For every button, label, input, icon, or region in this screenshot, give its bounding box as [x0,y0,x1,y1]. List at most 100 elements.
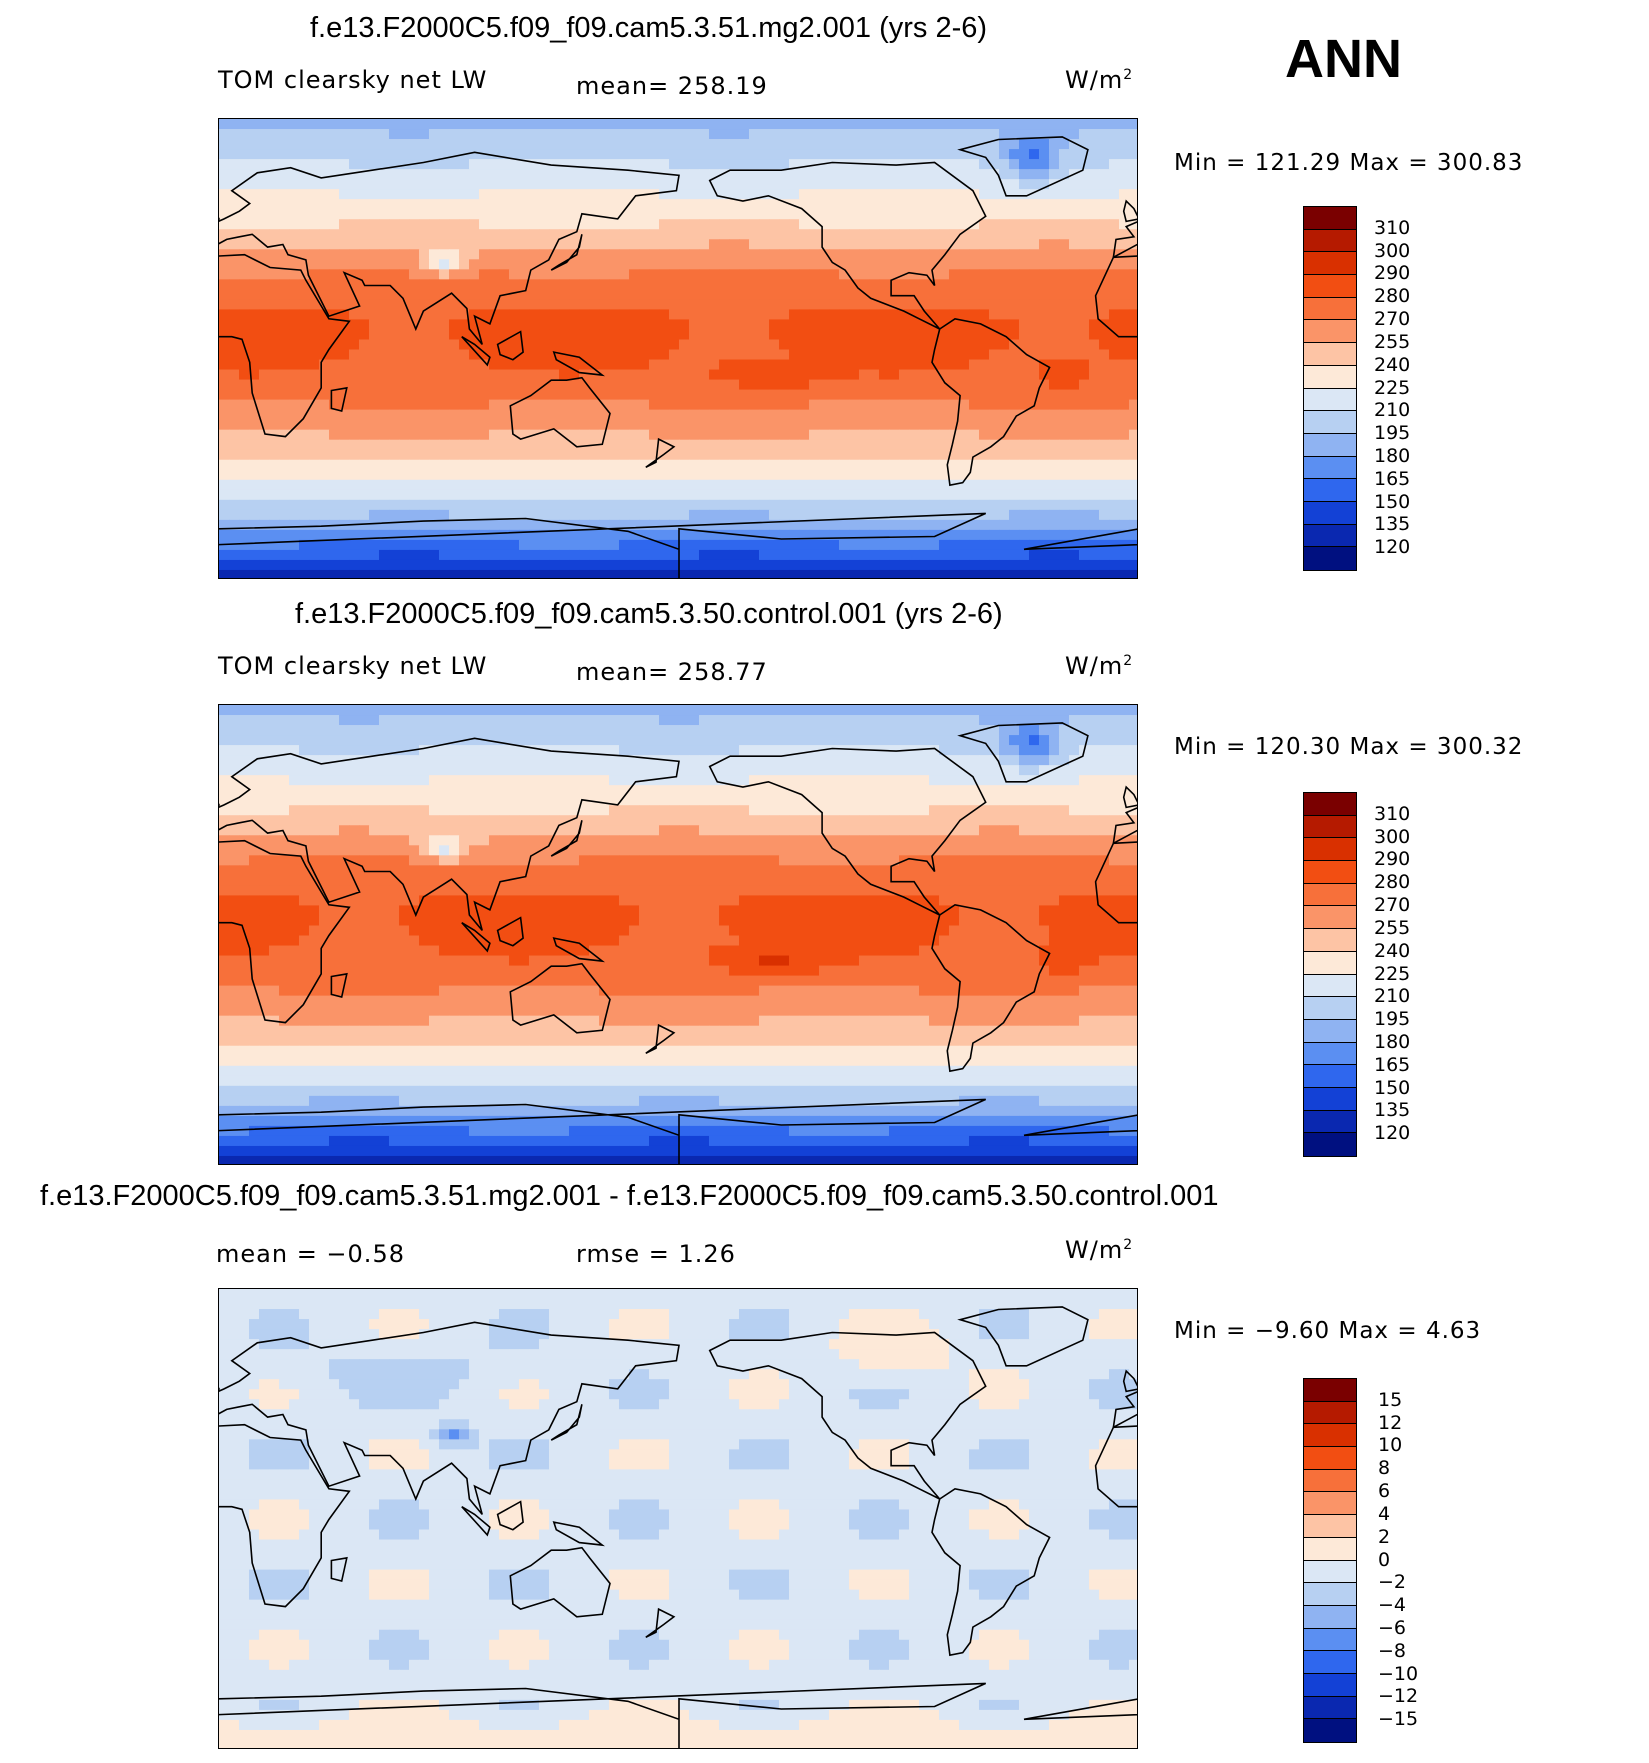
field-cell [1079,479,1090,491]
field-cell [429,249,440,260]
field-cell [439,279,450,290]
field-cell [919,409,930,421]
field-cell [899,569,910,578]
field-cell [549,775,560,786]
field-cell [1109,725,1120,736]
field-cell [769,279,780,290]
field-cell [279,705,290,716]
field-cell [259,419,270,431]
field-cell [269,229,280,240]
field-cell [929,239,940,250]
field-cell [219,339,230,351]
field-cell [509,279,520,290]
field-cell [1119,239,1130,250]
field-cell [919,149,930,160]
field-cell [719,299,730,311]
field-cell [519,429,530,441]
field-cell [999,179,1010,190]
field-cell [1029,449,1040,461]
field-cell [939,279,950,290]
field-cell [459,559,470,571]
field-cell [679,279,690,290]
field-cell [849,459,860,471]
field-cell [1069,705,1080,716]
field-cell [929,419,940,431]
field-cell [839,489,850,501]
field-cell [299,765,310,776]
field-cell [849,419,860,431]
field-cell [869,499,880,511]
field-cell [979,349,990,361]
field-cell [599,159,610,170]
field-cell [589,529,600,541]
field-cell [1029,389,1040,401]
field-cell [959,139,970,150]
field-cell [239,419,250,431]
field-cell [779,765,790,776]
field-cell [699,279,710,290]
field-cell [459,715,470,726]
field-cell [629,725,640,736]
field-cell [1019,469,1030,481]
field-cell [849,715,860,726]
field-cell [899,329,910,341]
field-cell [959,289,970,300]
field-cell [779,449,790,461]
field-cell [409,569,420,578]
field-cell [799,539,810,551]
field-cell [559,755,570,766]
field-cell [1079,379,1090,391]
field-cell [969,309,980,321]
field-cell [849,129,860,140]
field-cell [439,725,450,736]
field-cell [239,409,250,421]
field-cell [669,439,680,451]
field-cell [1089,219,1100,230]
field-cell [469,189,480,200]
field-cell [849,745,860,756]
field-cell [569,369,580,381]
field-cell [1059,439,1070,451]
field-cell [329,705,340,716]
field-cell [919,489,930,501]
field-cell [479,559,490,571]
field-cell [889,339,900,351]
field-cell [909,439,920,451]
field-cell [639,705,650,716]
field-cell [1049,129,1060,140]
field-cell [859,549,870,561]
field-cell [519,199,530,210]
field-cell [399,469,410,481]
field-cell [669,359,680,371]
field-cell [689,239,700,250]
field-cell [1009,209,1020,220]
field-cell [749,249,760,260]
field-cell [1109,239,1120,250]
field-cell [359,765,370,776]
field-cell [439,189,450,200]
field-cell [649,129,660,140]
field-cell [1099,349,1110,361]
field-cell [599,439,610,451]
field-cell [729,189,740,200]
field-cell [299,379,310,391]
field-cell [259,119,270,130]
field-cell [769,569,780,578]
field-cell [889,309,900,321]
field-cell [389,509,400,521]
field-cell [619,765,630,776]
field-cell [789,309,800,321]
field-cell [749,549,760,561]
field-cell [439,569,450,578]
field-cell [589,725,600,736]
field-cell [919,449,930,461]
field-cell [539,725,550,736]
field-cell [669,369,680,381]
field-cell [1009,129,1020,140]
field-cell [259,409,270,421]
field-cell [1079,219,1090,230]
field-cell [1019,289,1030,300]
field-cell [799,149,810,160]
field-cell [719,319,730,331]
field-cell [729,239,740,250]
